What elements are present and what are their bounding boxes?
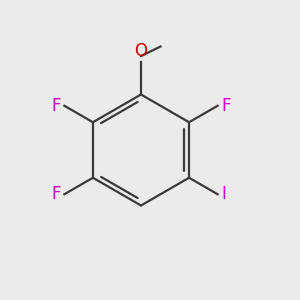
Text: F: F [221,97,231,115]
Text: I: I [221,185,226,203]
Text: F: F [51,97,61,115]
Text: O: O [134,42,148,60]
Text: F: F [51,185,61,203]
